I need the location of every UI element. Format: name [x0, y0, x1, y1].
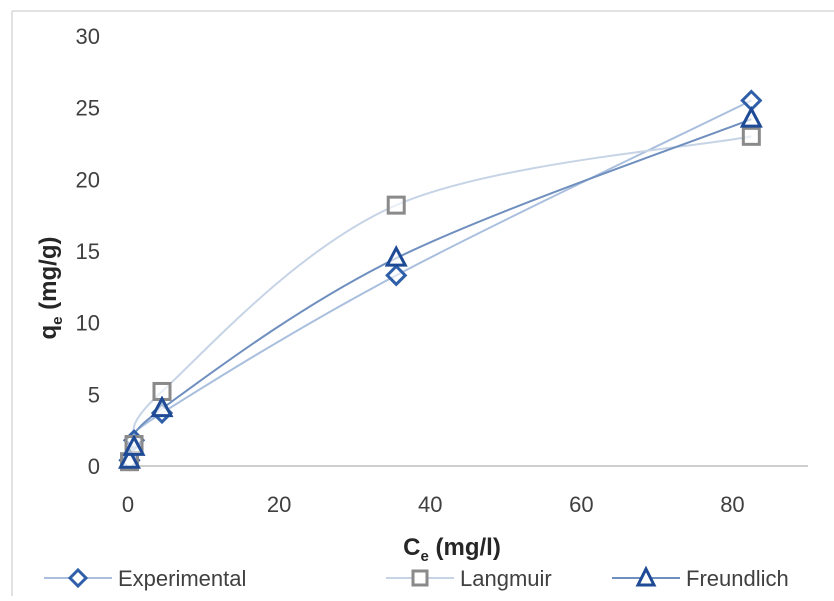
data-point-langmuir — [386, 195, 406, 215]
legend-label-langmuir: Langmuir — [460, 566, 552, 591]
x-tick-label: 60 — [569, 492, 593, 517]
y-axis-title-main: q — [35, 325, 62, 340]
y-axis-title: qe (mg/g) — [35, 237, 66, 340]
data-point-freundlich — [150, 395, 174, 418]
data-point-freundlich — [122, 434, 146, 456]
legend: Experimental Langmuir Freundlich — [44, 565, 789, 591]
data-point-experimental — [385, 264, 408, 287]
y-tick-label: 10 — [76, 311, 100, 336]
x-axis-title-main: C — [403, 534, 420, 561]
legend-marker-langmuir — [411, 569, 429, 587]
x-axis-title-sub: e — [421, 548, 429, 565]
y-tick-label: 30 — [76, 24, 100, 49]
data-point-freundlich — [118, 447, 142, 469]
legend-marker-freundlich — [635, 565, 657, 587]
legend-item-freundlich: Freundlich — [612, 565, 789, 591]
y-axis-title-rest: (mg/g) — [35, 237, 62, 317]
x-tick-label: 40 — [418, 492, 442, 517]
y-tick-label: 20 — [76, 167, 100, 192]
legend-label-experimental: Experimental — [118, 566, 246, 591]
legend-item-experimental: Experimental — [44, 566, 246, 591]
y-tick-label: 0 — [88, 454, 100, 479]
data-point-freundlich — [384, 244, 408, 267]
legend-item-langmuir: Langmuir — [386, 566, 552, 591]
y-axis-title-sub: e — [49, 316, 66, 324]
x-tick-label: 20 — [267, 492, 291, 517]
y-tick-label: 5 — [88, 382, 100, 407]
legend-label-freundlich: Freundlich — [686, 566, 789, 591]
y-tick-label: 25 — [76, 96, 100, 121]
data-point-freundlich — [739, 105, 763, 128]
x-tick-label: 80 — [720, 492, 744, 517]
x-axis-title: Ce (mg/l) — [403, 534, 501, 565]
x-tick-label: 0 — [122, 492, 134, 517]
x-axis-title-rest: (mg/l) — [429, 534, 501, 561]
data-point-langmuir — [741, 126, 761, 146]
y-tick-label: 15 — [76, 239, 100, 264]
legend-marker-experimental — [67, 567, 89, 589]
